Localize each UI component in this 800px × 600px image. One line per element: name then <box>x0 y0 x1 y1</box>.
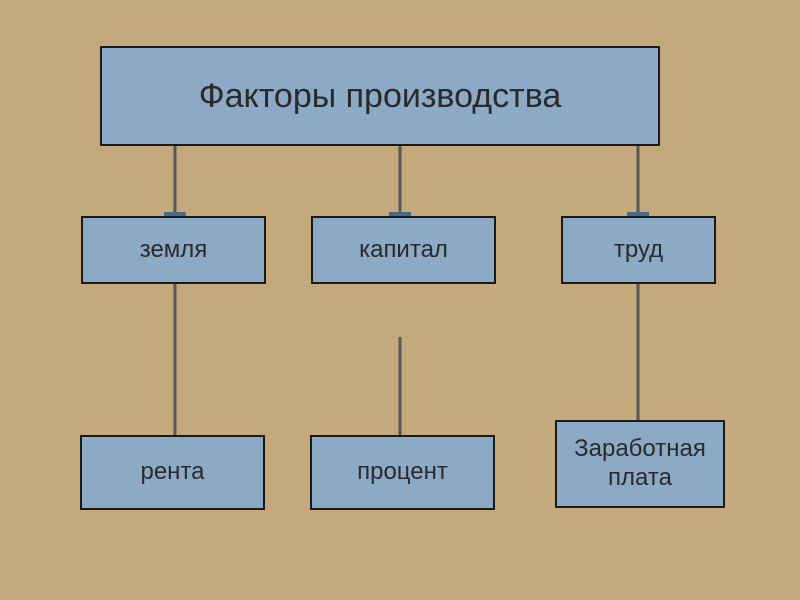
node-interest-label: процент <box>357 458 448 487</box>
node-root-label: Факторы производства <box>199 76 562 117</box>
node-land: земля <box>81 216 266 284</box>
node-wage: Заработная плата <box>555 420 725 508</box>
node-rent: рента <box>80 435 265 510</box>
node-capital: капитал <box>311 216 496 284</box>
node-wage-label: Заработная плата <box>557 435 723 493</box>
node-labor-label: труд <box>614 236 663 265</box>
node-root: Факторы производства <box>100 46 660 146</box>
node-rent-label: рента <box>140 458 204 487</box>
node-capital-label: капитал <box>359 236 448 265</box>
node-land-label: земля <box>140 236 208 265</box>
node-labor: труд <box>561 216 716 284</box>
node-interest: процент <box>310 435 495 510</box>
